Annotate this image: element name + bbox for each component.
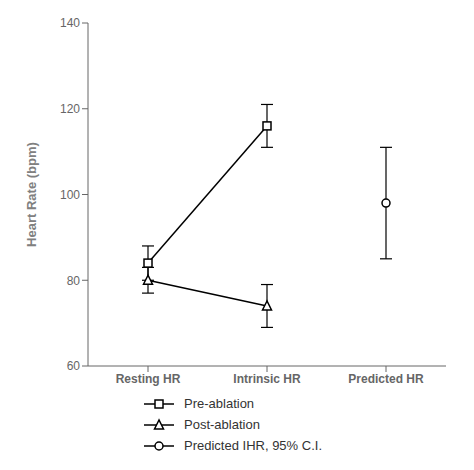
svg-text:120: 120 (60, 102, 80, 116)
html-text:Predicted IHR, 95% C.I.: Predicted IHR, 95% C.I. (184, 438, 322, 453)
html-text:Post-ablation: Post-ablation (184, 417, 260, 432)
svg-text:Resting HR: Resting HR (116, 372, 181, 386)
svg-text:80: 80 (67, 274, 81, 288)
html-text:Pre-ablation: Pre-ablation (184, 396, 255, 411)
svg-text:Predicted HR: Predicted HR (348, 372, 424, 386)
svg-text:140: 140 (60, 16, 80, 30)
svg-text:100: 100 (60, 188, 80, 202)
svg-text:Heart Rate (bpm): Heart Rate (bpm) (24, 142, 39, 247)
svg-text:60: 60 (67, 359, 81, 373)
svg-text:Intrinsic HR: Intrinsic HR (233, 372, 301, 386)
